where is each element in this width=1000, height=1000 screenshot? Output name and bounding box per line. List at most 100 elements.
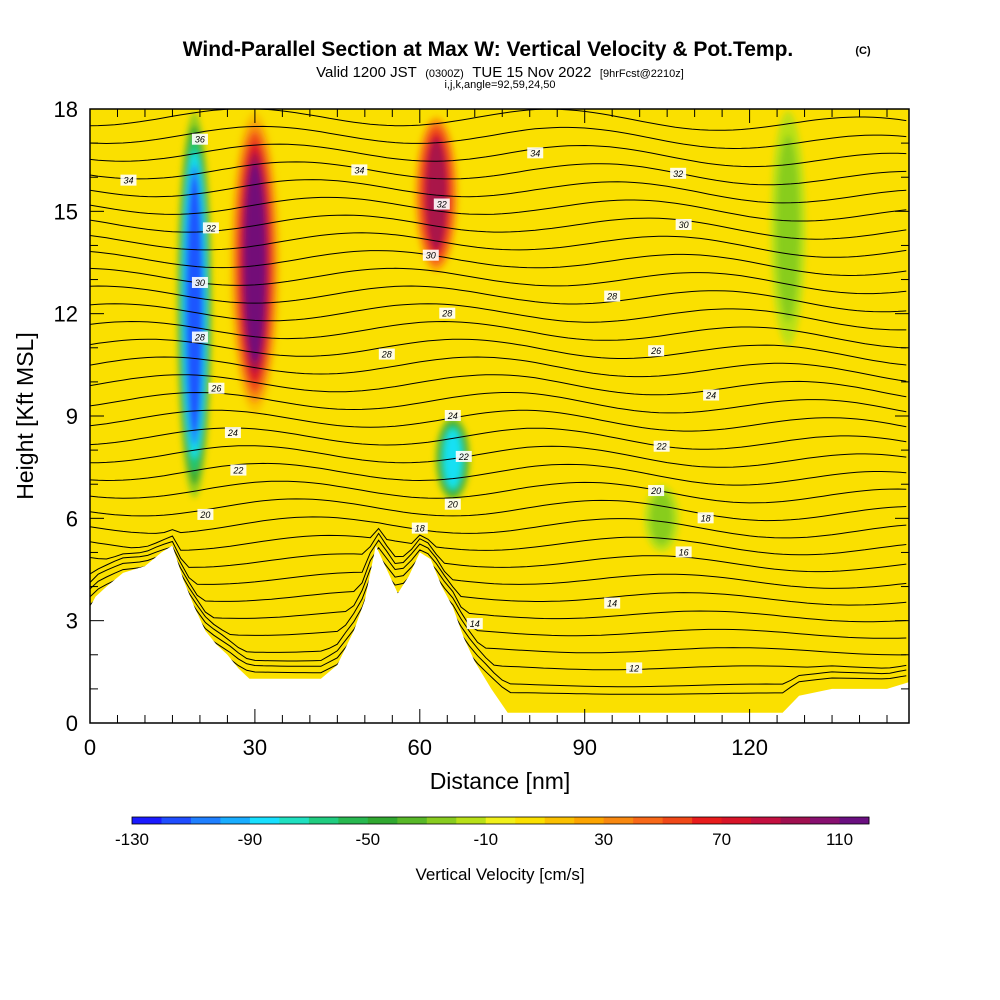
theta-contour-line xyxy=(90,161,907,186)
contour-label: 30 xyxy=(426,251,436,261)
contour-label-bg xyxy=(208,382,225,394)
contour-label-bg xyxy=(378,348,395,360)
contour-label-bg xyxy=(466,618,483,630)
colorbar-swatch xyxy=(839,817,870,824)
contour-label-bg xyxy=(191,133,208,145)
contour-label: 22 xyxy=(656,442,667,452)
theta-contour-line xyxy=(90,539,907,589)
y-axis-title: Height [Kft MSL] xyxy=(12,332,38,499)
theta-contour-line xyxy=(90,516,907,539)
theta-contour-line xyxy=(90,462,907,486)
x-tick-label: 30 xyxy=(243,735,267,760)
contour-label: 36 xyxy=(195,135,205,145)
contour-label-bg xyxy=(675,218,692,230)
colorbar-swatch xyxy=(161,817,192,824)
contour-label-bg xyxy=(653,440,670,452)
theta-contour-line xyxy=(90,582,907,688)
theta-contour-line xyxy=(90,562,907,639)
y-tick-label: 15 xyxy=(54,199,78,224)
subtitle-forecast: [9hrFcst@2210z] xyxy=(600,68,684,80)
contour-label-bg xyxy=(351,164,368,176)
contour-label: 24 xyxy=(705,391,716,401)
contour-label-bg xyxy=(604,597,621,609)
colorbar-swatch xyxy=(426,817,457,824)
contour-label: 20 xyxy=(447,500,458,510)
contour-label-bg xyxy=(675,546,692,558)
contour-label-bg xyxy=(648,485,665,497)
theta-contour-line xyxy=(90,480,907,504)
contour-label-bg xyxy=(697,512,714,524)
colorbar-tick-label: 70 xyxy=(712,830,731,849)
contour-label-bg xyxy=(444,498,461,510)
theta-contour-line xyxy=(90,285,907,313)
subtitle-valid: Valid 1200 JST xyxy=(316,64,417,81)
colorbar-swatch xyxy=(515,817,546,824)
colorbar-swatch xyxy=(810,817,841,824)
colorbar-tick-labels: -130 -90 -50 -10 30 70 110 xyxy=(115,830,853,849)
colorbar-frame xyxy=(131,816,870,825)
contour-label: 30 xyxy=(195,278,205,288)
theta-contour-line xyxy=(90,391,907,414)
contour-label-bg xyxy=(422,249,439,261)
theta-contour-line xyxy=(90,575,907,671)
contour-label: 34 xyxy=(354,165,364,175)
contour-label-bg xyxy=(444,410,461,421)
contour-label-bg xyxy=(670,167,687,179)
theta-contour-line xyxy=(90,303,907,331)
colorbar-swatch xyxy=(485,817,516,824)
colorbar-tick-label: 30 xyxy=(594,830,613,849)
contour-label: 32 xyxy=(437,200,447,210)
contour-label: 14 xyxy=(470,619,480,629)
theta-contour-line xyxy=(90,356,907,382)
contour-label: 28 xyxy=(606,292,617,302)
colorbar-title: Vertical Velocity [cm/s] xyxy=(415,865,584,884)
theta-contour-line xyxy=(90,498,907,522)
theta-contour-line xyxy=(90,409,907,432)
contour-label-bg xyxy=(202,222,219,234)
y-tick-label: 9 xyxy=(66,404,78,429)
velocity-blob-5-5 xyxy=(780,150,796,306)
theta-contour-line xyxy=(90,196,907,222)
y-tick-labels: 0 3 6 9 12 15 18 xyxy=(54,97,78,736)
x-axis-title: Distance [nm] xyxy=(430,768,571,794)
chart-subtitle-indices: i,j,k,angle=92,59,24,50 xyxy=(444,79,555,91)
theta-contour-line xyxy=(90,445,907,468)
x-tick-label: 0 xyxy=(84,735,96,760)
colorbar-tick-label: 110 xyxy=(826,830,853,849)
colorbar-swatch xyxy=(397,817,428,824)
subtitle-utc: (0300Z) xyxy=(425,68,464,80)
y-tick-label: 0 xyxy=(66,711,78,736)
x-tick-labels: 0 30 60 90 120 xyxy=(84,735,768,760)
velocity-blob-0-5 xyxy=(186,177,203,433)
contour-label: 34 xyxy=(530,148,540,158)
colorbar-swatch xyxy=(603,817,634,824)
colorbar-swatch xyxy=(338,817,369,824)
contour-label: 24 xyxy=(227,428,238,438)
colorbar-swatch xyxy=(544,817,575,824)
contour-label: 26 xyxy=(210,384,221,394)
colorbar-tick-label: -130 xyxy=(115,830,149,849)
colorbar-swatch xyxy=(780,817,811,824)
chart-subtitle: Valid 1200 JST (0300Z) TUE 15 Nov 2022 [… xyxy=(316,64,684,81)
theta-contour-line xyxy=(90,555,907,623)
theta-contour-line xyxy=(90,250,907,277)
contour-label: 16 xyxy=(679,547,689,557)
colorbar-tick-label: -50 xyxy=(356,830,381,849)
colorbar-swatch xyxy=(308,817,339,824)
theta-contour-line xyxy=(90,125,907,150)
contour-label: 28 xyxy=(441,309,452,319)
colorbar-swatch xyxy=(751,817,782,824)
velocity-blob-2-5 xyxy=(426,138,447,250)
contour-label-bg xyxy=(626,662,643,674)
velocity-blob-4-5 xyxy=(653,496,670,541)
plot-area: 12 14 14 16 18 18 20 20 20 22 22 22 24 24 24 26 26 28 28 28… xyxy=(90,109,909,723)
contour-label-bg xyxy=(411,522,428,534)
colorbar-swatch xyxy=(190,817,221,824)
contour-label: 18 xyxy=(415,524,425,534)
contour-label-bg xyxy=(527,147,544,159)
x-tick-label: 90 xyxy=(572,735,596,760)
contour-label-bg xyxy=(455,450,472,462)
theta-contours xyxy=(90,109,907,695)
contour-label: 32 xyxy=(673,169,683,179)
